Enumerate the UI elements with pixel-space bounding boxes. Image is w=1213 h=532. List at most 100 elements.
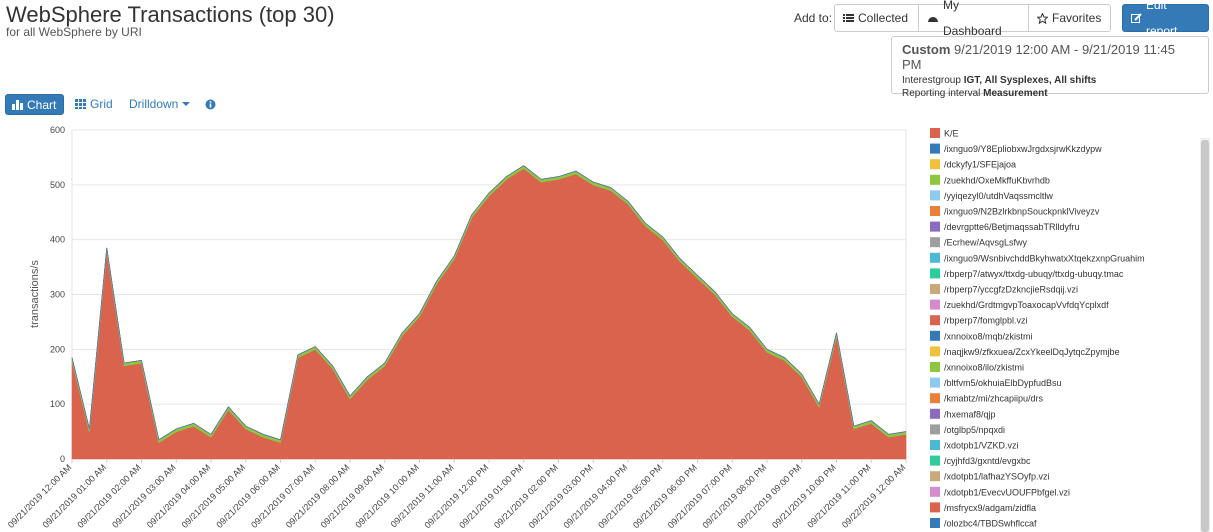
legend-item[interactable]: /Ecrhew/AqvsgLsfwy — [930, 237, 1028, 248]
legend-label: /olozbc4/TBDSwhflccaf — [944, 519, 1037, 529]
legend-item[interactable]: /ixnguo9/Y8EpliobxwJrgdxsjrwKkzdypw — [930, 143, 1102, 155]
legend-item[interactable]: /ixnguo9/WsnbivchddBkyhwatxXtqekzxnpGrua… — [930, 252, 1145, 263]
tab-text: Drilldown — [129, 97, 179, 111]
legend-swatch — [930, 190, 940, 201]
x-tick-label: 09/21/2019 02:00 PM — [492, 462, 560, 530]
range-dates: 9/21/2019 12:00 AM - 9/21/2019 11:45 PM — [902, 42, 1175, 72]
legend-swatch — [930, 159, 940, 170]
legend-swatch — [930, 393, 940, 404]
legend-swatch — [930, 252, 940, 263]
legend-item[interactable]: /msfrycx9/adgam/zidfla — [930, 502, 1036, 513]
y-tick-label: 300 — [50, 290, 65, 300]
legend-label: /xdotpb1/lafhazYSOyfp.vzi — [944, 472, 1050, 482]
info-icon[interactable] — [205, 99, 216, 110]
legend-item[interactable]: /kmabtz/mi/zhcapiipu/drs — [930, 393, 1044, 404]
legend-item[interactable]: /zuekhd/GrdtmgvpToaxocapVvfdqYcplxdf — [930, 299, 1109, 311]
add-to-label: Add to: — [794, 11, 833, 25]
legend-item[interactable]: /olozbc4/TBDSwhflccaf — [930, 518, 1037, 529]
interestgroup: IGT, All Sysplexes, All shifts — [963, 75, 1097, 86]
y-tick-label: 500 — [50, 180, 65, 190]
legend-item[interactable]: /rbperp7/fomglpbl.vzi — [930, 315, 1028, 326]
legend-swatch — [930, 346, 940, 357]
x-tick-label: 09/21/2019 07:00 PM — [666, 462, 734, 530]
legend-swatch — [930, 315, 940, 326]
interestgroup-label: Interestgroup — [902, 75, 961, 86]
legend-item[interactable]: /xdotpb1/EvecvUOUFPbfgel.vzi — [930, 486, 1070, 498]
scrollbar-thumb[interactable] — [1201, 140, 1209, 532]
legend-item[interactable]: /zuekhd/OxeMkffuKbvrhdb — [930, 174, 1050, 186]
legend-item[interactable]: /hxemaf8/qjp — [930, 408, 996, 420]
caret-icon — [182, 101, 191, 106]
x-tick-label: 09/21/2019 04:00 PM — [561, 462, 629, 530]
legend-swatch — [930, 377, 940, 388]
chart-tab[interactable]: Chart — [5, 94, 64, 115]
legend-label: /ixnguo9/Y8EpliobxwJrgdxsjrwKkzdypw — [944, 144, 1102, 154]
legend-label: /zuekhd/GrdtmgvpToaxocapVvfdqYcplxdf — [944, 300, 1109, 310]
x-tick-label: 09/21/2019 03:00 AM — [110, 462, 178, 530]
x-tick-label: 09/21/2019 10:00 PM — [770, 462, 838, 530]
legend-label: /rbperp7/yccgfzDzkncjieRsdqij.vzi — [944, 285, 1078, 295]
legend-swatch — [930, 174, 940, 185]
legend-swatch — [930, 486, 940, 497]
x-tick-label: 09/21/2019 01:00 PM — [457, 462, 525, 530]
x-tick-label: 09/21/2019 04:00 AM — [145, 462, 213, 530]
dashboard-button[interactable]: My Dashboard — [918, 0, 1029, 38]
collected-button[interactable]: Collected — [834, 4, 919, 32]
tab-text: Chart — [27, 97, 57, 112]
legend-item[interactable]: /cyjhfd3/gxntd/evgxbc — [930, 455, 1031, 467]
drilldown-menu[interactable]: Drilldown — [129, 97, 191, 111]
legend-item[interactable]: /bltfvm5/okhuiaElbDypfudBsu — [930, 377, 1062, 389]
legend-label: /xnnoixo8/ilo/zkistmi — [944, 363, 1024, 373]
legend-swatch — [930, 268, 940, 279]
legend-label: /xdotpb1/VZKD.vzi — [944, 441, 1019, 451]
legend-swatch — [930, 440, 940, 450]
y-tick-label: 600 — [50, 125, 65, 135]
legend-item[interactable]: /xnnoixo8/ilo/zkistmi — [930, 362, 1024, 373]
legend-swatch — [930, 502, 940, 513]
date-range-box[interactable]: Custom 9/21/2019 12:00 AM - 9/21/2019 11… — [891, 36, 1209, 99]
edit-report-button[interactable]: Edit report — [1122, 0, 1209, 38]
grid-tab[interactable]: Grid — [75, 97, 113, 111]
legend-label: /msfrycx9/adgam/zidfla — [944, 503, 1036, 513]
x-tick-label: 09/21/2019 05:00 AM — [180, 462, 248, 530]
y-tick-label: 0 — [60, 454, 65, 464]
x-tick-label: 09/21/2019 10:00 AM — [353, 462, 421, 530]
legend-label: /rbperp7/atwyx/ttxdg-ubuqy/ttxdg-ubuqy.t… — [944, 269, 1124, 279]
legend-item[interactable]: /xdotpb1/VZKD.vzi — [930, 440, 1019, 451]
legend-item[interactable]: K/E — [930, 128, 959, 139]
legend-item[interactable]: /dckyfy1/SFEjajoa — [930, 159, 1016, 170]
y-tick-label: 100 — [50, 399, 65, 409]
favorites-button[interactable]: Favorites — [1028, 4, 1111, 32]
x-tick-label: 09/21/2019 09:00 PM — [735, 462, 803, 530]
legend-label: K/E — [944, 129, 959, 139]
legend-label: /cyjhfd3/gxntd/evgxbc — [944, 456, 1031, 466]
legend-label: /xnnoixo8/mqb/zkistmi — [944, 331, 1033, 341]
legend-swatch — [930, 128, 940, 138]
legend-item[interactable]: /otglbp5/npqxdi — [930, 424, 1005, 435]
legend-item[interactable]: /naqjkw9/zfkxuea/ZcxYkeelDqJytqcZpymjbe — [930, 346, 1120, 357]
list-icon — [843, 14, 854, 22]
legend-item[interactable]: /rbperp7/yccgfzDzkncjieRsdqij.vzi — [930, 284, 1078, 295]
x-tick-label: 09/21/2019 06:00 AM — [214, 462, 282, 530]
x-tick-label: 09/22/2019 12:00 AM — [840, 462, 908, 530]
legend-swatch — [930, 143, 940, 154]
x-tick-label: 09/21/2019 01:00 AM — [41, 462, 109, 530]
legend-item[interactable]: /ixnguo9/N2BzlrkbnpSouckpnklViveyzv — [930, 206, 1100, 217]
x-tick-label: 09/21/2019 11:00 PM — [805, 462, 872, 529]
legend-item[interactable]: /xdotpb1/lafhazYSOyfp.vzi — [930, 471, 1050, 482]
legend-swatch — [930, 284, 940, 294]
legend-item[interactable]: /rbperp7/atwyx/ttxdg-ubuqy/ttxdg-ubuqy.t… — [930, 268, 1124, 279]
legend-label: /xdotpb1/EvecvUOUFPbfgel.vzi — [944, 487, 1070, 497]
y-axis-label: transactions/s — [29, 260, 41, 328]
x-tick-label: 09/21/2019 02:00 AM — [75, 462, 143, 530]
legend-label: /naqjkw9/zfkxuea/ZcxYkeelDqJytqcZpymjbe — [944, 347, 1120, 357]
button-text: Edit report — [1146, 0, 1178, 38]
legend-swatch — [930, 362, 940, 372]
button-text: Collected — [858, 11, 909, 25]
legend-label: /bltfvm5/okhuiaElbDypfudBsu — [944, 378, 1062, 388]
legend-item[interactable]: /xnnoixo8/mqb/zkistmi — [930, 330, 1033, 342]
legend-item[interactable]: /yyiqezyl0/utdhVaqssmcltlw — [930, 190, 1053, 201]
plot-area — [71, 129, 907, 460]
legend-item[interactable]: /devrgptte6/BetjmaqssabTRlldyfru — [930, 221, 1080, 233]
